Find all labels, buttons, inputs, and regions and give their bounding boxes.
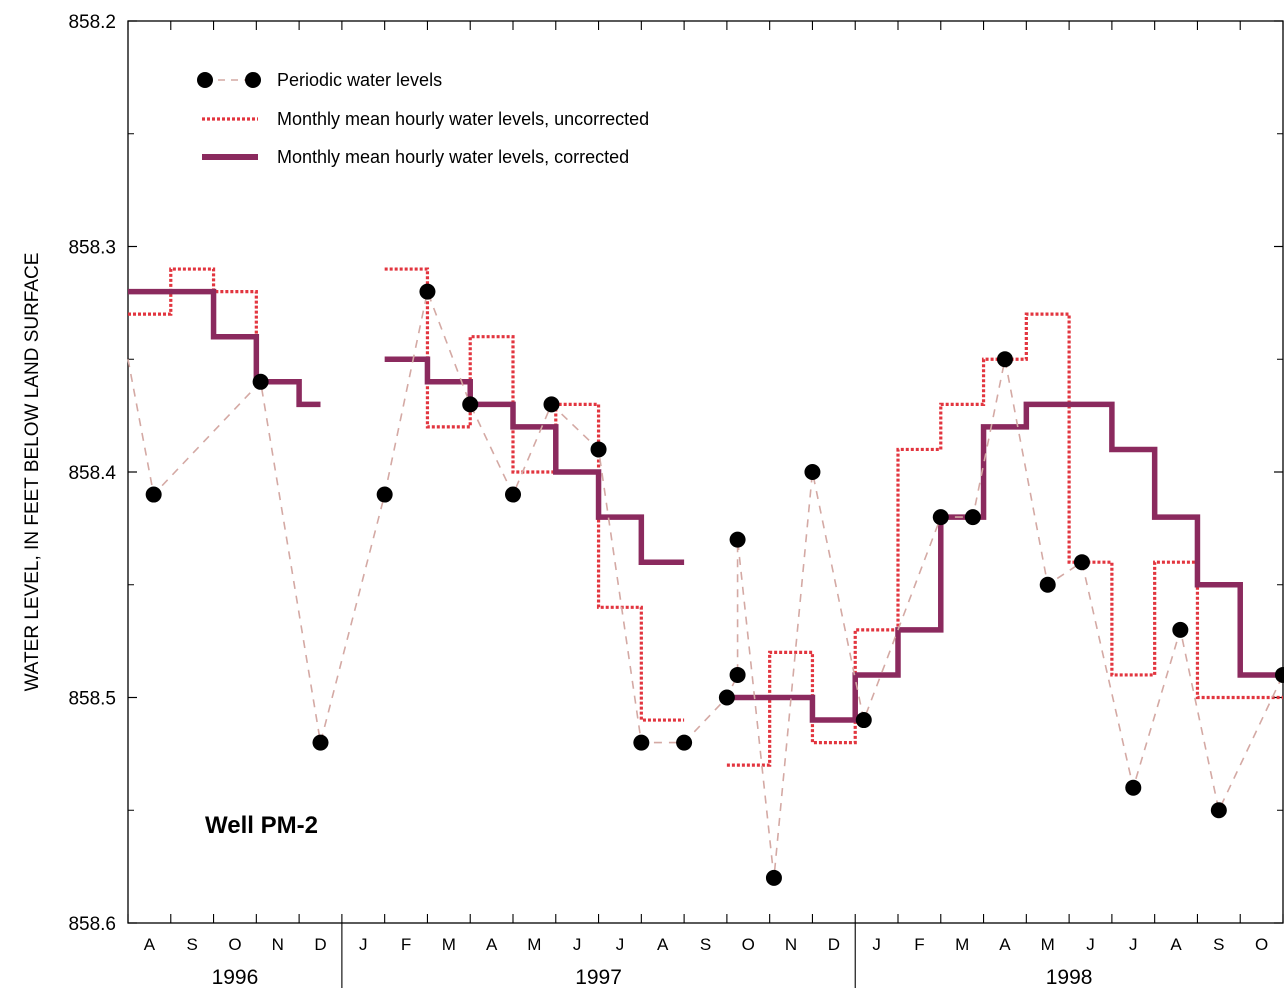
year-label: 1998 (1046, 966, 1093, 989)
x-axis-year-labels: 1996 1997 1998 (212, 923, 1093, 989)
x-month-label: N (785, 935, 797, 954)
x-month-label: M (955, 935, 969, 954)
y-axis-ticks: 858.2 858.3 858.4 858.5 858.6 (68, 12, 116, 935)
x-month-label: D (314, 935, 326, 954)
periodic-data-point (312, 734, 329, 751)
periodic-data-point (1073, 554, 1090, 571)
x-month-label: F (914, 935, 924, 954)
x-month-label: A (144, 935, 156, 954)
legend-label-uncorrected: Monthly mean hourly water levels, uncorr… (277, 109, 649, 129)
x-month-label: N (272, 935, 284, 954)
periodic-data-point (633, 734, 650, 751)
y-axis-label: WATER LEVEL, IN FEET BELOW LAND SURFACE (22, 253, 43, 692)
x-month-label: M (1041, 935, 1055, 954)
x-month-label: J (1086, 935, 1095, 954)
corrected-step-line-2 (726, 401, 1283, 723)
periodic-data-point (1210, 802, 1227, 819)
periodic-data-point (964, 509, 981, 526)
periodic-data-point (419, 283, 436, 300)
legend-label-periodic: Periodic water levels (277, 70, 442, 90)
x-month-label: O (1255, 935, 1268, 954)
periodic-data-point (1125, 779, 1142, 796)
plot-frame (127, 20, 1284, 924)
year-label: 1997 (575, 966, 622, 989)
x-month-label: F (401, 935, 411, 954)
well-annotation: Well PM-2 (205, 812, 318, 839)
periodic-connector-line (127, 288, 1284, 878)
periodic-data-point (996, 351, 1013, 368)
x-month-label: S (700, 935, 711, 954)
uncorrected-step-line-2 (726, 312, 1283, 767)
legend: Periodic water levels Monthly mean hourl… (197, 70, 649, 167)
y-tick-label: 858.2 (68, 12, 116, 33)
periodic-data-point (376, 486, 393, 503)
legend-label-corrected: Monthly mean hourly water levels, correc… (277, 147, 629, 167)
periodic-data-point (729, 531, 746, 548)
x-month-label: A (657, 935, 669, 954)
periodic-data-point (718, 689, 735, 706)
x-month-label: O (228, 935, 241, 954)
periodic-data-point (804, 464, 821, 480)
periodic-data-point (932, 509, 949, 526)
x-month-label: A (999, 935, 1011, 954)
legend-periodic-marker-right (245, 72, 261, 88)
year-label: 1996 (212, 966, 259, 989)
series-layer (127, 267, 1284, 886)
uncorrected-step-line-1 (384, 267, 685, 722)
x-month-label: J (616, 935, 625, 954)
x-month-label: J (359, 935, 368, 954)
periodic-data-point (1172, 621, 1189, 638)
x-month-label: M (442, 935, 456, 954)
x-month-label: O (742, 935, 755, 954)
periodic-data-point (765, 869, 782, 886)
periodic-data-point (590, 441, 607, 458)
periodic-data-point (145, 486, 162, 503)
periodic-data-point (543, 396, 560, 413)
x-month-label: S (186, 935, 197, 954)
periodic-data-point (676, 734, 693, 751)
x-month-label: S (1213, 935, 1224, 954)
periodic-data-point (1275, 666, 1284, 683)
x-month-label: D (828, 935, 840, 954)
x-month-label: M (527, 935, 541, 954)
corrected-step-line-1 (384, 356, 685, 565)
x-month-label: J (573, 935, 582, 954)
y-tick-label: 858.5 (68, 689, 116, 710)
periodic-data-point (855, 712, 872, 729)
periodic-data-point (252, 373, 269, 390)
x-month-label: A (486, 935, 498, 954)
x-month-label: J (872, 935, 881, 954)
corrected-step-line-0 (128, 288, 321, 408)
periodic-data-point (729, 666, 746, 683)
periodic-data-point (462, 396, 479, 413)
y-tick-label: 858.4 (68, 463, 116, 484)
y-tick-label: 858.6 (68, 914, 116, 935)
x-month-label: A (1170, 935, 1182, 954)
legend-periodic-marker-left (197, 72, 213, 88)
periodic-data-point (505, 486, 521, 503)
x-month-label: J (1129, 935, 1138, 954)
y-tick-label: 858.3 (68, 238, 116, 259)
periodic-data-point (1039, 576, 1056, 593)
